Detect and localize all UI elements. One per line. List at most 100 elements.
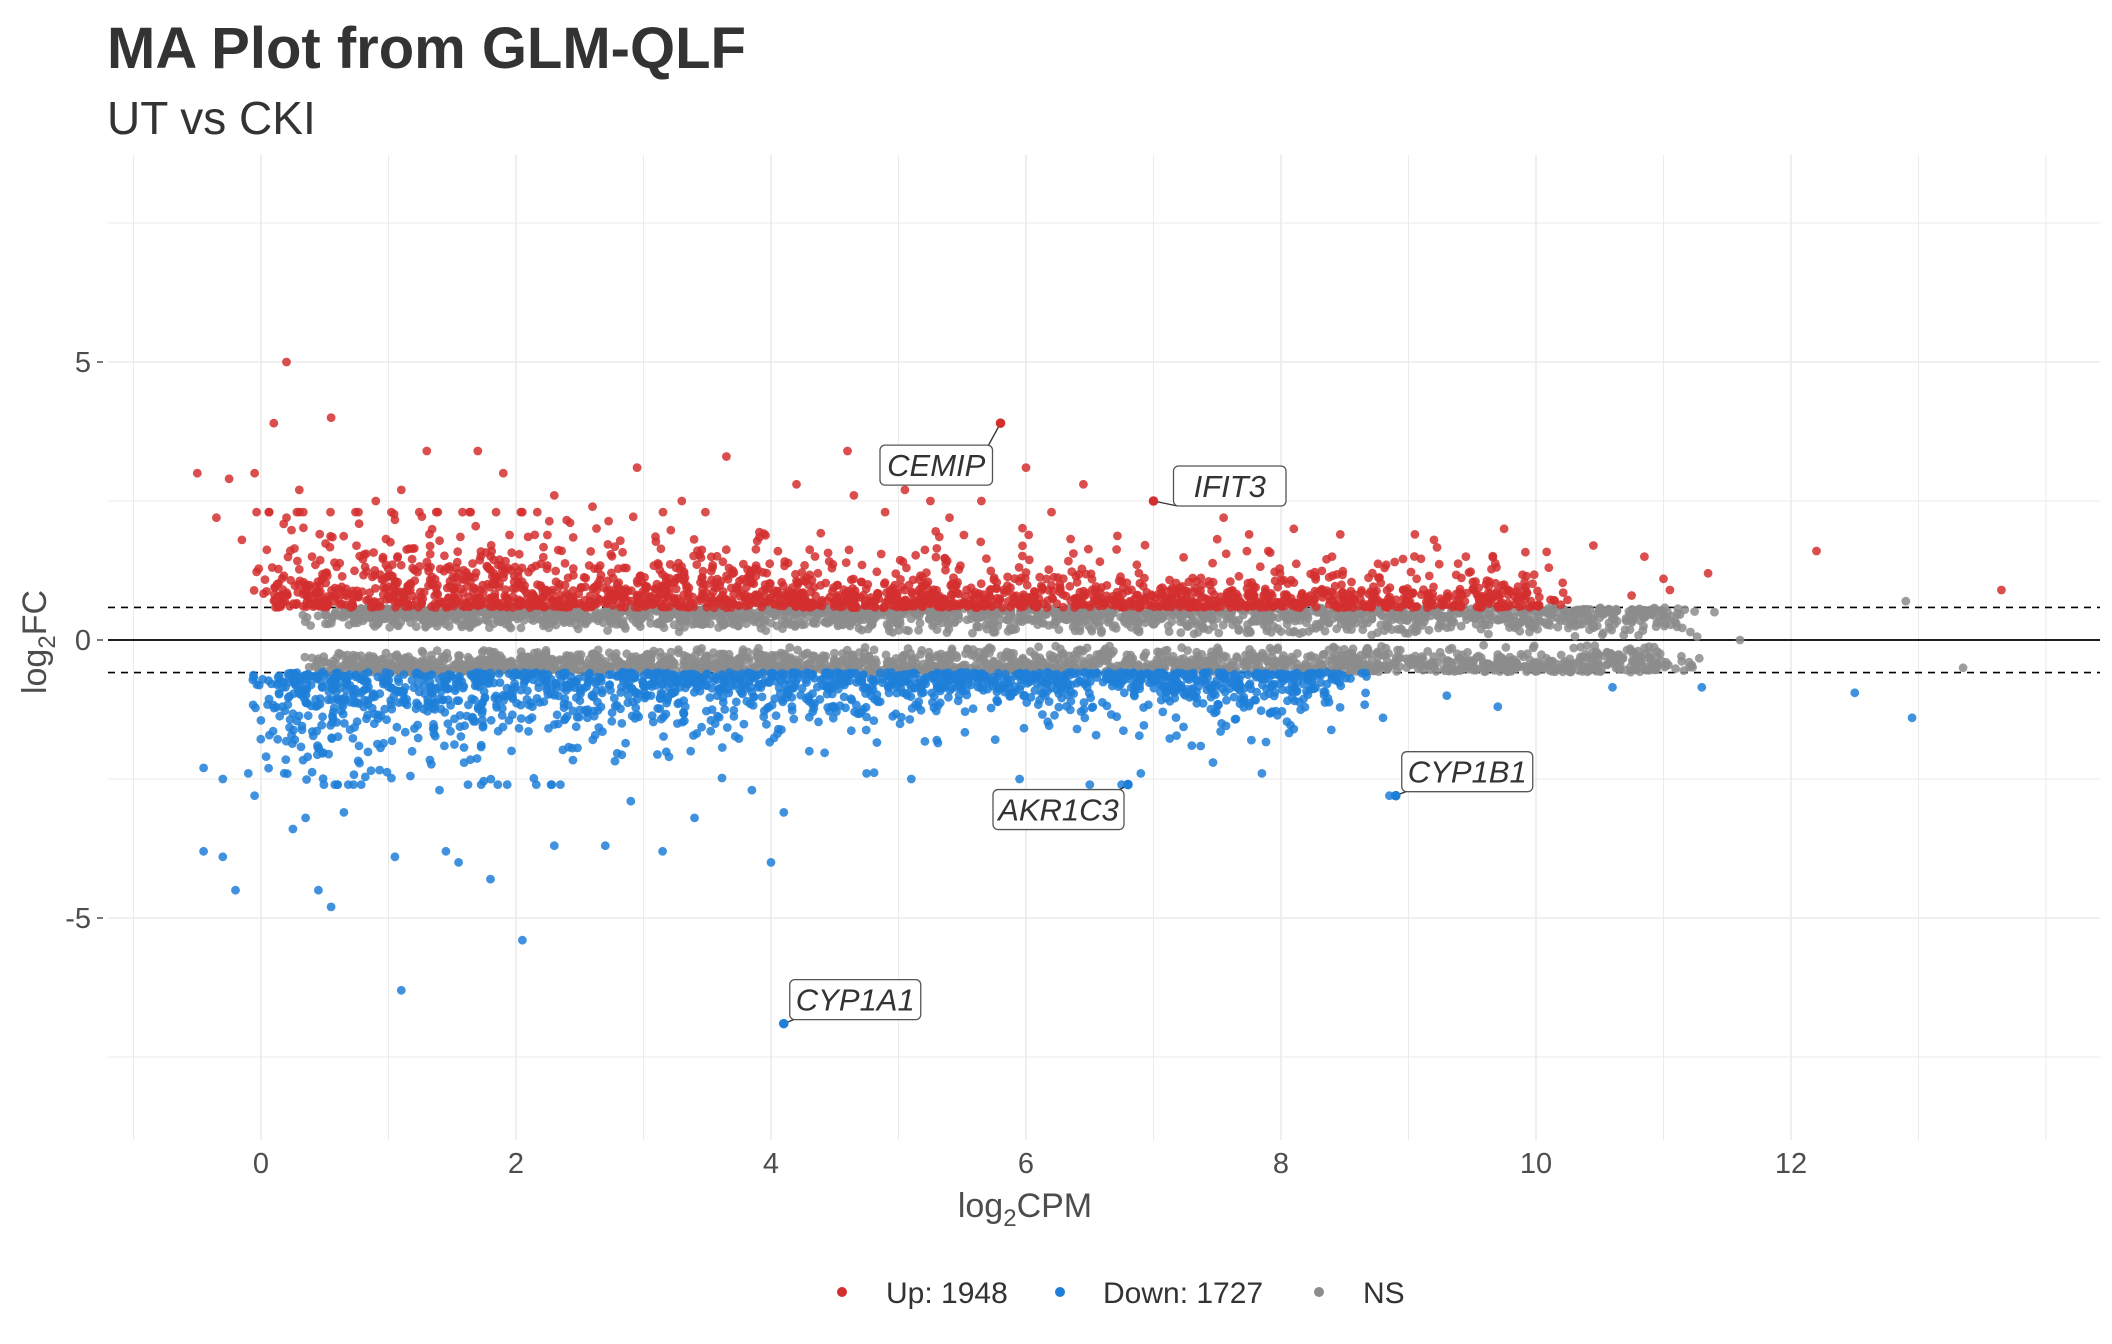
up-point xyxy=(891,569,901,578)
ns-point xyxy=(1645,648,1655,658)
ns-point xyxy=(1004,613,1014,622)
ns-point xyxy=(485,623,494,633)
ns-point xyxy=(1612,606,1622,615)
up-point xyxy=(1208,558,1217,568)
ns-point xyxy=(1958,663,1968,673)
up-point xyxy=(532,507,542,517)
up-point xyxy=(911,550,921,560)
ns-point xyxy=(1440,666,1450,676)
up-point xyxy=(848,603,857,612)
ns-point xyxy=(1082,643,1092,653)
ns-point xyxy=(785,643,795,652)
ns-point xyxy=(298,610,308,620)
ns-point xyxy=(1358,625,1368,635)
ns-point xyxy=(1487,615,1497,624)
up-point xyxy=(325,542,335,552)
up-point xyxy=(252,507,261,517)
ns-point xyxy=(1017,617,1027,627)
ns-point xyxy=(1598,628,1608,638)
up-point xyxy=(841,558,851,567)
up-point xyxy=(1113,531,1122,541)
ns-point xyxy=(1653,660,1662,670)
up-point xyxy=(386,537,395,547)
ns-point xyxy=(1525,627,1534,637)
up-point xyxy=(1243,578,1253,588)
ns-point xyxy=(1655,649,1665,659)
ns-point xyxy=(907,655,917,665)
ns-point xyxy=(1360,616,1370,626)
ns-point xyxy=(724,649,734,659)
ns-point xyxy=(1094,659,1104,668)
up-point xyxy=(932,544,942,553)
ns-point xyxy=(1234,624,1244,634)
ns-point xyxy=(1011,624,1021,634)
up-point xyxy=(544,516,554,526)
ns-point xyxy=(1493,659,1503,669)
up-point xyxy=(656,544,666,554)
ns-point xyxy=(598,607,608,617)
ns-point xyxy=(1529,641,1539,651)
up-point xyxy=(876,549,886,559)
up-point xyxy=(823,548,833,558)
ns-point xyxy=(620,621,629,631)
ns-point xyxy=(338,612,347,622)
ns-point xyxy=(1498,614,1507,624)
ns-point xyxy=(737,653,746,663)
ns-point xyxy=(1639,613,1649,623)
ns-point xyxy=(991,659,1001,669)
ns-point xyxy=(1100,646,1109,655)
up-point xyxy=(1035,572,1045,582)
ns-point xyxy=(845,619,854,629)
ns-point xyxy=(1609,613,1619,623)
ns-point xyxy=(1191,617,1200,626)
up-point xyxy=(1179,553,1188,562)
ns-point xyxy=(715,649,725,659)
ns-point xyxy=(869,645,879,655)
up-point xyxy=(471,521,481,531)
ns-point xyxy=(1003,626,1013,636)
up-point xyxy=(844,545,854,555)
ns-point xyxy=(1627,618,1637,627)
up-point xyxy=(354,507,363,517)
up-point xyxy=(1289,578,1299,588)
up-point xyxy=(287,525,296,535)
ns-point xyxy=(1539,664,1549,674)
ns-point xyxy=(1232,653,1242,663)
ns-point xyxy=(703,652,712,662)
ns-point xyxy=(450,612,459,622)
ns-point xyxy=(664,612,673,622)
ns-point xyxy=(1545,656,1554,666)
ns-point xyxy=(682,617,692,626)
ns-point xyxy=(372,613,382,623)
up-point xyxy=(857,560,867,570)
ns-point xyxy=(1423,647,1433,656)
up-point xyxy=(262,587,271,596)
up-point xyxy=(1383,602,1392,612)
ns-point xyxy=(1446,622,1456,632)
up-point xyxy=(491,507,501,517)
ns-point xyxy=(1148,659,1158,669)
ns-point xyxy=(748,615,758,625)
ns-point xyxy=(1069,650,1079,660)
ns-point xyxy=(793,658,802,667)
up-point xyxy=(415,562,424,571)
up-point xyxy=(751,544,761,554)
ns-point xyxy=(759,618,769,628)
up-point xyxy=(765,559,775,569)
ns-point xyxy=(635,622,645,632)
ns-point xyxy=(1045,650,1055,660)
ns-point xyxy=(1242,658,1252,668)
ns-point xyxy=(1618,654,1628,664)
up-point xyxy=(337,599,347,609)
up-point xyxy=(543,530,552,540)
up-point xyxy=(1077,564,1087,574)
ns-point xyxy=(1245,626,1255,636)
up-point xyxy=(551,566,561,576)
up-point xyxy=(986,566,996,576)
ns-point xyxy=(1638,626,1648,635)
up-point xyxy=(267,563,277,572)
ns-point xyxy=(1290,616,1300,626)
up-point xyxy=(1095,557,1105,567)
up-point xyxy=(872,567,882,577)
ns-point xyxy=(321,610,331,620)
